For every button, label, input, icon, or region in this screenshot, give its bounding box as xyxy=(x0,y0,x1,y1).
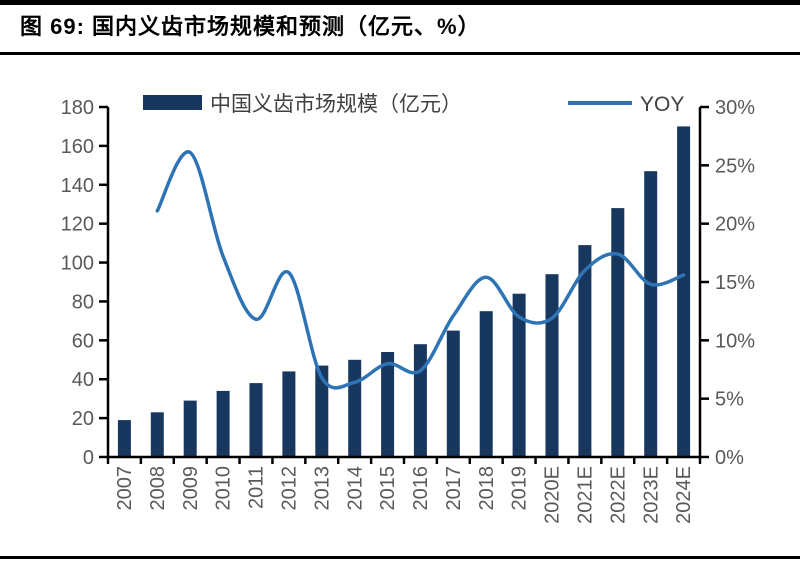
legend: 中国义齿市场规模（亿元） YOY xyxy=(143,93,684,116)
left-tick-label: 80 xyxy=(72,291,94,313)
bar-2016 xyxy=(413,344,427,457)
x-tick-label-2008: 2008 xyxy=(147,466,169,511)
x-tick-label-2016: 2016 xyxy=(410,466,432,511)
bar-2007 xyxy=(117,420,131,457)
yoy-line xyxy=(155,150,686,390)
right-tick-label: 10% xyxy=(715,330,755,352)
bar-2023E xyxy=(644,171,658,457)
left-tick-label: 180 xyxy=(61,97,94,119)
x-tick-label-2011: 2011 xyxy=(246,466,268,509)
left-tick-label: 120 xyxy=(61,214,94,236)
title-divider-rule xyxy=(0,52,800,55)
axes xyxy=(99,105,709,464)
bar-2009 xyxy=(183,400,197,457)
x-tick-label-2012: 2012 xyxy=(279,466,301,511)
right-tick-label: 15% xyxy=(715,272,755,294)
left-tick-label: 100 xyxy=(61,253,94,275)
x-tick-label-2017: 2017 xyxy=(443,466,465,511)
left-tick-label: 0 xyxy=(83,447,94,469)
bar-2022E xyxy=(611,208,625,457)
bottom-border-rule xyxy=(0,556,800,559)
bar-2013 xyxy=(315,365,329,457)
right-tick-label: 25% xyxy=(715,155,755,177)
x-axis-tick-labels: 2007 2008 2009 2010 2011 2012 2013 2014 2015 2016… xyxy=(114,466,695,524)
bars-series xyxy=(117,126,691,458)
x-tick-label-2007: 2007 xyxy=(114,466,136,511)
x-tick-label-2010: 2010 xyxy=(213,466,235,511)
bar-2012 xyxy=(282,371,296,457)
x-tick-label-2024E: 2024E xyxy=(673,466,695,524)
left-tick-label: 60 xyxy=(72,330,94,352)
x-tick-label-2023E: 2023E xyxy=(640,466,662,524)
right-axis-tick-labels: 0% 5% 10% 15% 20% 25% 30% xyxy=(715,97,755,469)
left-tick-label: 140 xyxy=(61,175,94,197)
bar-2010 xyxy=(216,390,230,457)
bar-2008 xyxy=(150,412,164,457)
x-tick-label-2019: 2019 xyxy=(509,466,531,511)
right-tick-label: 5% xyxy=(715,389,744,411)
bar-2011 xyxy=(249,383,263,457)
x-tick-label-2013: 2013 xyxy=(311,466,333,511)
right-tick-label: 20% xyxy=(715,214,755,236)
x-tick-label-2009: 2009 xyxy=(180,466,202,511)
left-tick-label: 40 xyxy=(72,369,94,391)
figure-title: 图 69: 国内义齿市场规模和预测（亿元、%） xyxy=(20,14,481,39)
bar-2015 xyxy=(381,352,395,457)
x-tick-label-2014: 2014 xyxy=(344,466,366,511)
bar-2018 xyxy=(479,311,493,457)
legend-bar-swatch xyxy=(143,95,202,110)
bar-2019 xyxy=(512,293,526,457)
top-border-rule xyxy=(0,0,800,5)
x-tick-label-2021E: 2021E xyxy=(575,466,597,524)
bar-2014 xyxy=(348,359,362,457)
bar-2017 xyxy=(446,330,460,457)
left-tick-label: 160 xyxy=(61,136,94,158)
right-tick-label: 30% xyxy=(715,97,755,119)
right-tick-label: 0% xyxy=(715,447,744,469)
left-axis-tick-labels: 0 20 40 60 80 100 120 140 160 180 xyxy=(61,97,94,469)
x-tick-label-2018: 2018 xyxy=(476,466,498,511)
x-tick-label-2015: 2015 xyxy=(377,466,399,511)
bar-2021E xyxy=(578,245,592,457)
bar-2020E xyxy=(545,274,559,457)
x-tick-label-2020E: 2020E xyxy=(542,466,564,524)
legend-line-label: YOY xyxy=(640,93,684,116)
legend-bar-label: 中国义齿市场规模（亿元） xyxy=(210,93,462,116)
bar-2024E xyxy=(677,126,691,458)
x-tick-label-2022E: 2022E xyxy=(607,466,629,524)
left-tick-label: 20 xyxy=(72,408,94,430)
